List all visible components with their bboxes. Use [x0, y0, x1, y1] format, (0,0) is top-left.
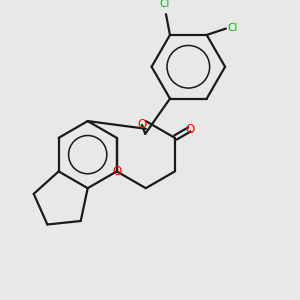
Text: O: O	[112, 165, 122, 178]
Text: O: O	[137, 118, 147, 131]
Text: Cl: Cl	[159, 0, 170, 9]
Text: O: O	[185, 123, 195, 136]
Text: Cl: Cl	[227, 23, 238, 33]
